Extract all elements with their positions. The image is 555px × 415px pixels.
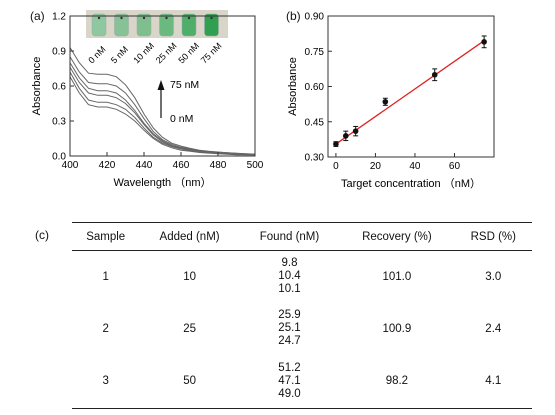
- y-tick-label: 0.9: [52, 47, 66, 58]
- cell-added: 10: [183, 270, 196, 283]
- data-point: [431, 71, 438, 78]
- cell-recovery: 98.2: [339, 354, 455, 409]
- header-added: Added (nM): [139, 222, 240, 251]
- data-point: [342, 133, 349, 139]
- vial-cap-dot: [210, 16, 213, 20]
- vial-icon: [136, 13, 152, 37]
- cell-added: 50: [139, 354, 240, 409]
- x-tick-label: 440: [136, 160, 153, 171]
- header-found: Found (nM): [239, 222, 340, 251]
- x-tick-label: 20: [370, 161, 382, 172]
- data-point: [481, 39, 487, 45]
- found-value: 47.1: [278, 374, 301, 387]
- found-value: 9.8: [281, 257, 298, 270]
- vial-cap-dot: [97, 16, 101, 20]
- spectrum-line: [69, 76, 255, 156]
- data-point: [382, 98, 389, 105]
- y-axis-label: Absorbance: [31, 57, 43, 116]
- vial-cap-dot: [187, 16, 191, 20]
- cell-rsd: 4.1: [454, 354, 532, 409]
- y-tick-label: 1.2: [52, 12, 66, 23]
- cell-recovery: 100.9: [382, 322, 412, 335]
- found-value: 10.1: [278, 283, 301, 296]
- trend-arrow-head: [157, 80, 165, 90]
- cell-found: 51.2 47.1 49.0: [239, 354, 340, 409]
- header-sample: Sample: [72, 222, 140, 251]
- y-tick-label: 0.60: [305, 82, 325, 93]
- found-value: 51.2: [278, 361, 301, 374]
- found-value: 25.1: [278, 322, 301, 334]
- vial-icon: [159, 13, 174, 37]
- cell-rsd: 2.4: [485, 322, 502, 335]
- x-tick-label: 420: [99, 160, 116, 171]
- table-row: 1 10 9.8 10.4 10.1 101.0 3.0: [72, 251, 532, 303]
- cell-added: 25: [183, 322, 196, 335]
- cell-recovery: 101.0: [382, 270, 412, 283]
- panel-label-b: (b): [286, 9, 301, 23]
- y-tick-label: 0.45: [305, 117, 325, 128]
- data-point: [352, 128, 359, 134]
- plot-frame: [327, 15, 495, 158]
- arrow-bottom-label: 0 nM: [170, 113, 193, 125]
- y-tick-label: 0.90: [305, 12, 325, 23]
- cell-found: 9.8 10.4 10.1: [240, 251, 339, 303]
- spectrum-line: [69, 47, 256, 155]
- panel-label-c: (c): [35, 228, 49, 242]
- x-tick-label: 60: [449, 161, 461, 172]
- x-tick-label: 460: [173, 160, 190, 171]
- table-header-row: Sample Added (nM) Found (nM) Recovery (%…: [72, 222, 532, 251]
- cell-found: 25.9 25.1 24.7: [240, 303, 339, 355]
- header-rsd: RSD (%): [454, 222, 532, 251]
- x-tick-label: 500: [247, 160, 264, 171]
- cell-sample: 2: [102, 322, 109, 335]
- vial-icon: [181, 13, 197, 37]
- y-tick-label: 0.0: [52, 152, 66, 163]
- arrow-top-label: 75 nM: [170, 79, 199, 91]
- chart-b-calibration: 0 20 40 60 0.30 0.45 0.60 0.75 0.90 Target concen…: [287, 12, 495, 190]
- table-row: 2 25 25.9 25.1 24.7 100.9 2.4: [72, 303, 532, 355]
- recovery-table: Sample Added (nM) Found (nM) Recovery (%…: [72, 222, 532, 409]
- y-tick-label: 0.30: [305, 153, 325, 164]
- vial-cap-dot: [120, 16, 123, 20]
- vial-icon: [204, 13, 219, 37]
- y-tick-label: 0.6: [52, 82, 66, 93]
- x-tick-label: 480: [210, 160, 227, 171]
- x-axis-label: Wavelength （nm）: [113, 176, 211, 189]
- found-value: 49.0: [278, 387, 301, 400]
- fit-line: [335, 40, 485, 145]
- cell-rsd: 3.0: [485, 270, 502, 283]
- cell-sample: 1: [102, 270, 109, 283]
- panel-label-a: (a): [30, 9, 45, 23]
- y-tick-label: 0.75: [305, 47, 325, 58]
- y-tick-label: 0.3: [52, 117, 66, 128]
- cell-sample: 3: [72, 354, 140, 409]
- vial-icon: [114, 13, 129, 37]
- header-recovery: Recovery (%): [339, 222, 455, 251]
- found-value: 25.9: [278, 309, 301, 321]
- data-point: [333, 141, 339, 147]
- vial-icon: [91, 13, 107, 37]
- x-tick-label: 40: [409, 161, 421, 172]
- vial-cap-dot: [142, 16, 146, 20]
- table-row: 3 50 51.2 47.1 49.0 98.2 4.1: [72, 354, 532, 409]
- y-axis-label: Absorbance: [287, 57, 299, 116]
- found-value: 10.4: [278, 270, 301, 283]
- vial-cap-dot: [165, 16, 168, 20]
- x-axis-label: Target concentration （nM）: [341, 177, 481, 190]
- x-tick-label: 0: [333, 161, 339, 172]
- found-value: 24.7: [278, 335, 301, 347]
- x-tick-label: 400: [62, 160, 79, 171]
